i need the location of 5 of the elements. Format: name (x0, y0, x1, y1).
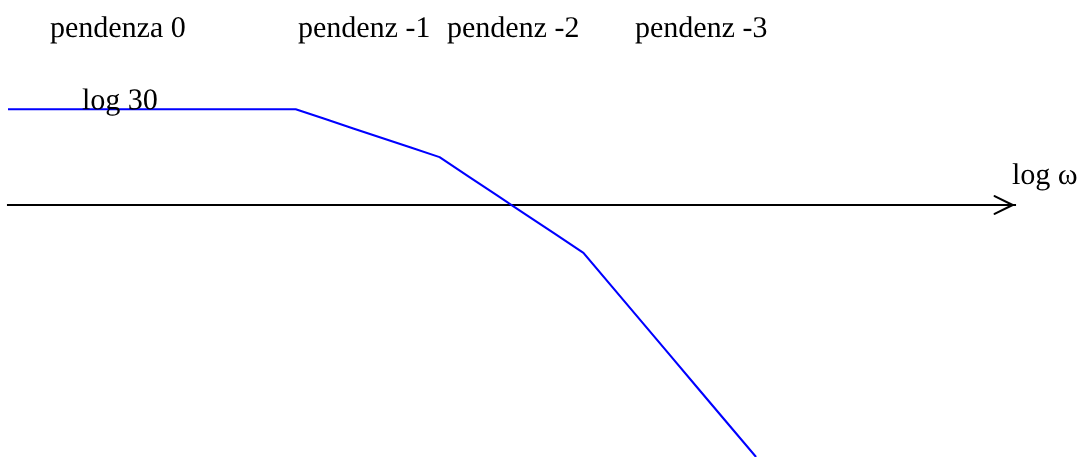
x-axis-title: log ω (1012, 163, 1077, 191)
text: pendenz -1 (298, 16, 429, 44)
text: pendenza 0 (50, 16, 185, 44)
text: pendenz -2 (447, 16, 578, 44)
text: pendenz -3 (635, 16, 767, 44)
